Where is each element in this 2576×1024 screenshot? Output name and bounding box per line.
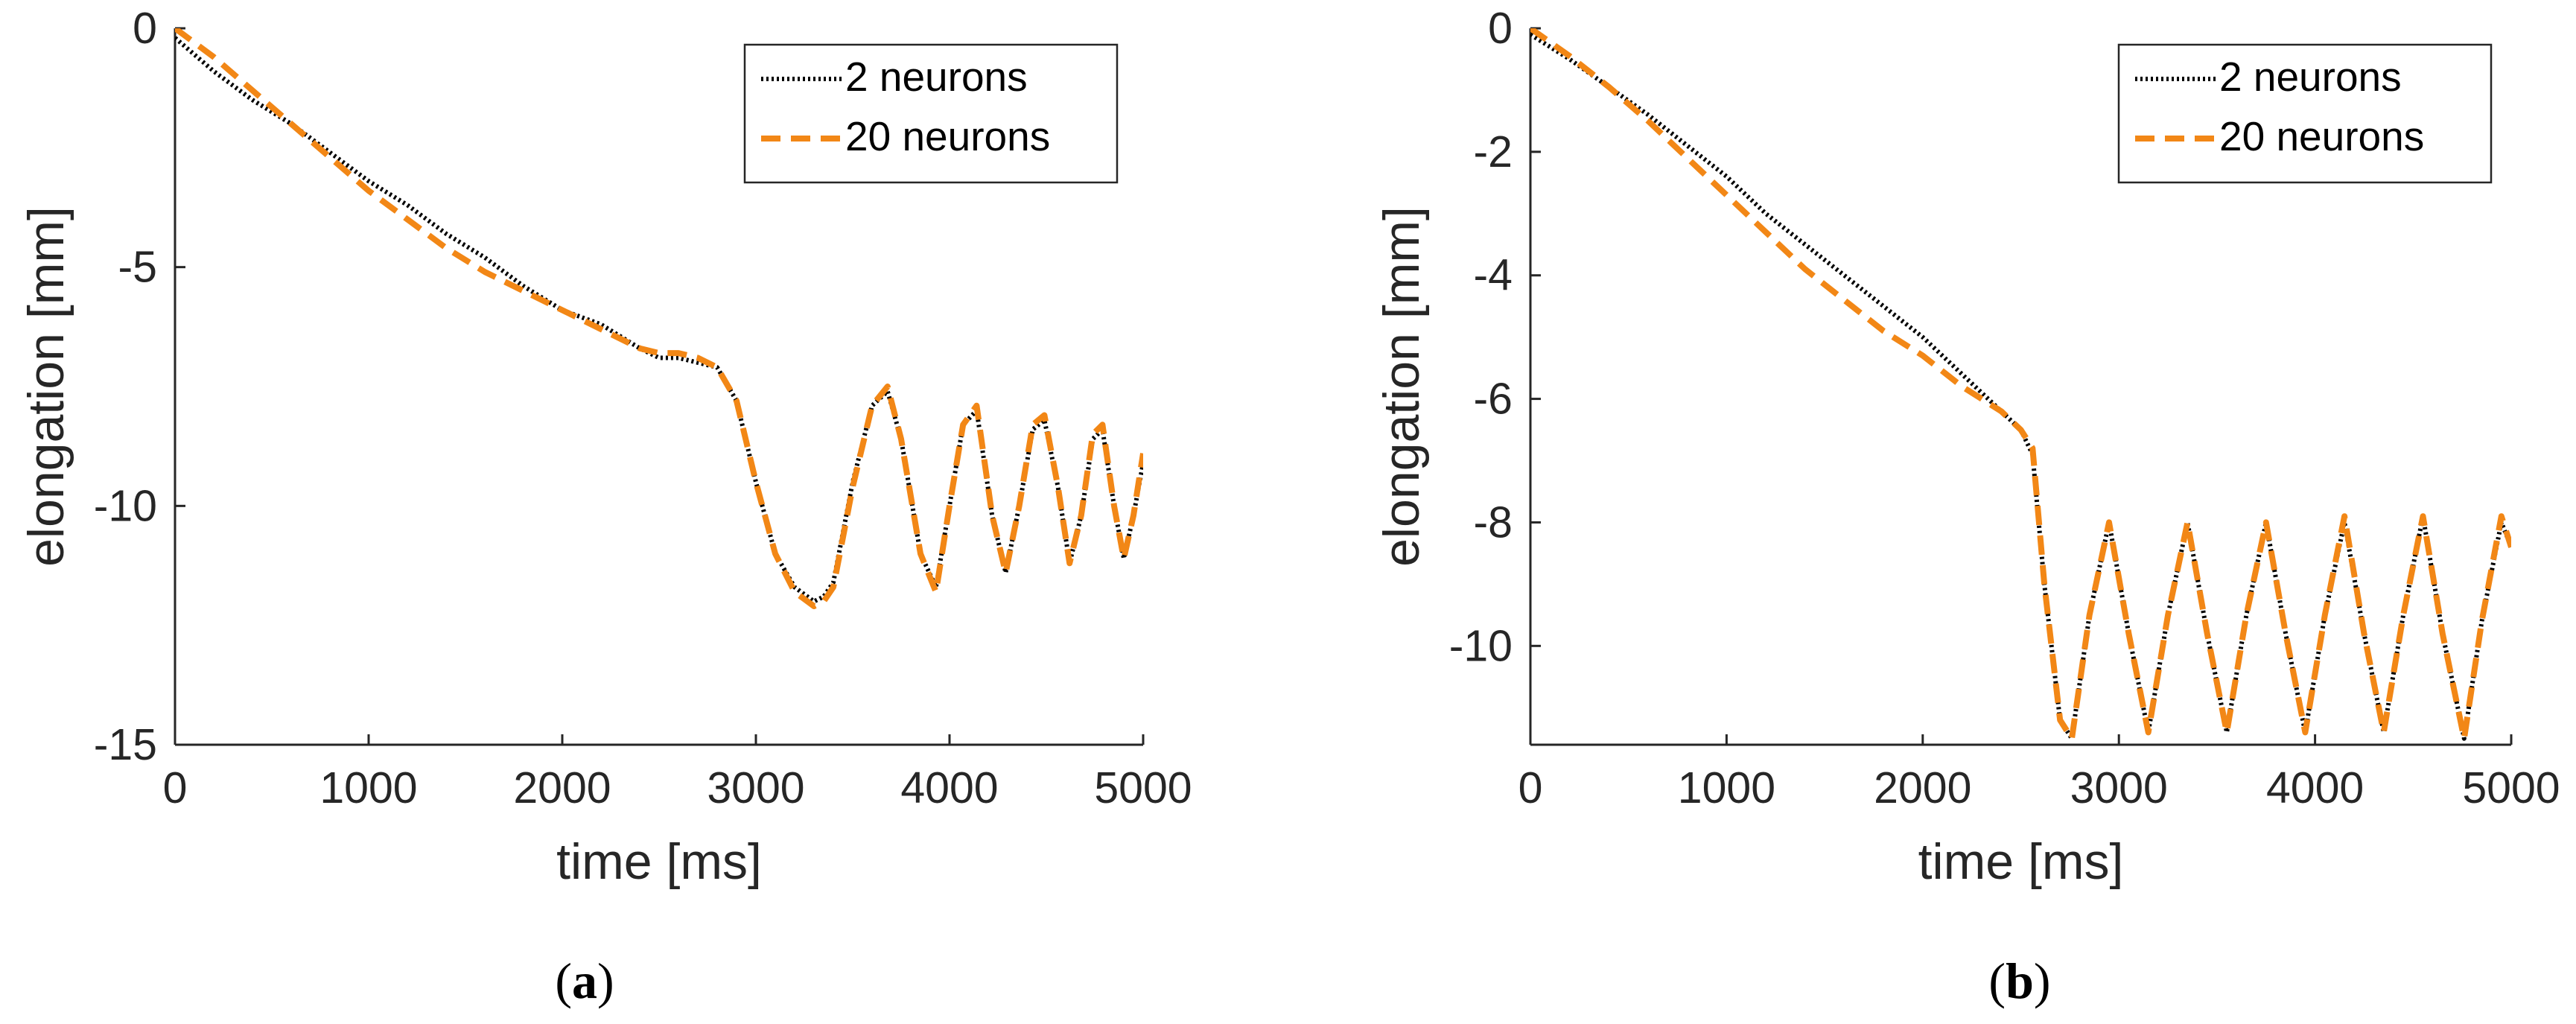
x-tick-label: 5000 (2462, 763, 2560, 812)
panel-caption: (a) (555, 953, 614, 1009)
y-tick-label: -8 (1474, 497, 1513, 547)
series-line-twenty-neurons (175, 28, 1143, 609)
x-axis-label: time [ms] (556, 833, 762, 890)
y-tick-label: -5 (118, 243, 157, 292)
x-tick-label: 1000 (1678, 763, 1775, 812)
y-axis-label: elongation [mm] (1373, 206, 1430, 567)
y-tick-label: 0 (133, 4, 157, 53)
x-tick-label: 5000 (1094, 763, 1192, 812)
chart-panel-a: 0 1000 2000 3000 4000 5000 0 -5 -10 -15 time [ms] e… (18, 4, 1192, 1009)
legend-label: 2 neurons (845, 54, 1028, 100)
y-tick-label: -4 (1474, 251, 1513, 300)
panel-caption-open: ( (1988, 953, 2006, 1009)
y-tick-label: -2 (1474, 127, 1513, 177)
legend-label: 20 neurons (845, 113, 1050, 159)
legend-box (743, 43, 1119, 184)
y-axis-label: elongation [mm] (18, 206, 74, 567)
x-tick-label: 2000 (1874, 763, 1971, 812)
series-line-two-neurons (175, 36, 1143, 604)
x-axis-label: time [ms] (1918, 833, 2124, 890)
series-line-twenty-neurons (1530, 28, 2511, 742)
chart-panel-b: 0 1000 2000 3000 4000 5000 0 -2 -4 -6 -8 -10 time [m… (1373, 4, 2560, 1009)
y-tick-label: -10 (94, 481, 157, 530)
panel-caption-close: ) (2034, 953, 2051, 1009)
panel-caption-open: ( (555, 953, 572, 1009)
panel-caption-letter: b (2006, 953, 2034, 1009)
legend-label: 2 neurons (2219, 54, 2402, 100)
y-tick-label: 0 (1488, 4, 1513, 53)
x-tick-label: 0 (1518, 763, 1543, 812)
y-tick-label: -6 (1474, 375, 1513, 424)
y-tick-label: -10 (1449, 621, 1513, 670)
x-tick-label: 4000 (900, 763, 998, 812)
x-tick-label: 2000 (513, 763, 611, 812)
panel-caption: (b) (1988, 953, 2050, 1009)
x-tick-label: 3000 (707, 763, 804, 812)
panel-caption-close: ) (597, 953, 614, 1009)
panel-caption-letter: a (572, 953, 597, 1009)
x-tick-label: 3000 (2070, 763, 2168, 812)
x-tick-label: 0 (163, 763, 188, 812)
x-tick-label: 4000 (2266, 763, 2364, 812)
legend-label: 20 neurons (2219, 113, 2424, 159)
y-tick-label: -15 (94, 720, 157, 769)
x-tick-label: 1000 (319, 763, 417, 812)
legend-box (2117, 43, 2493, 184)
